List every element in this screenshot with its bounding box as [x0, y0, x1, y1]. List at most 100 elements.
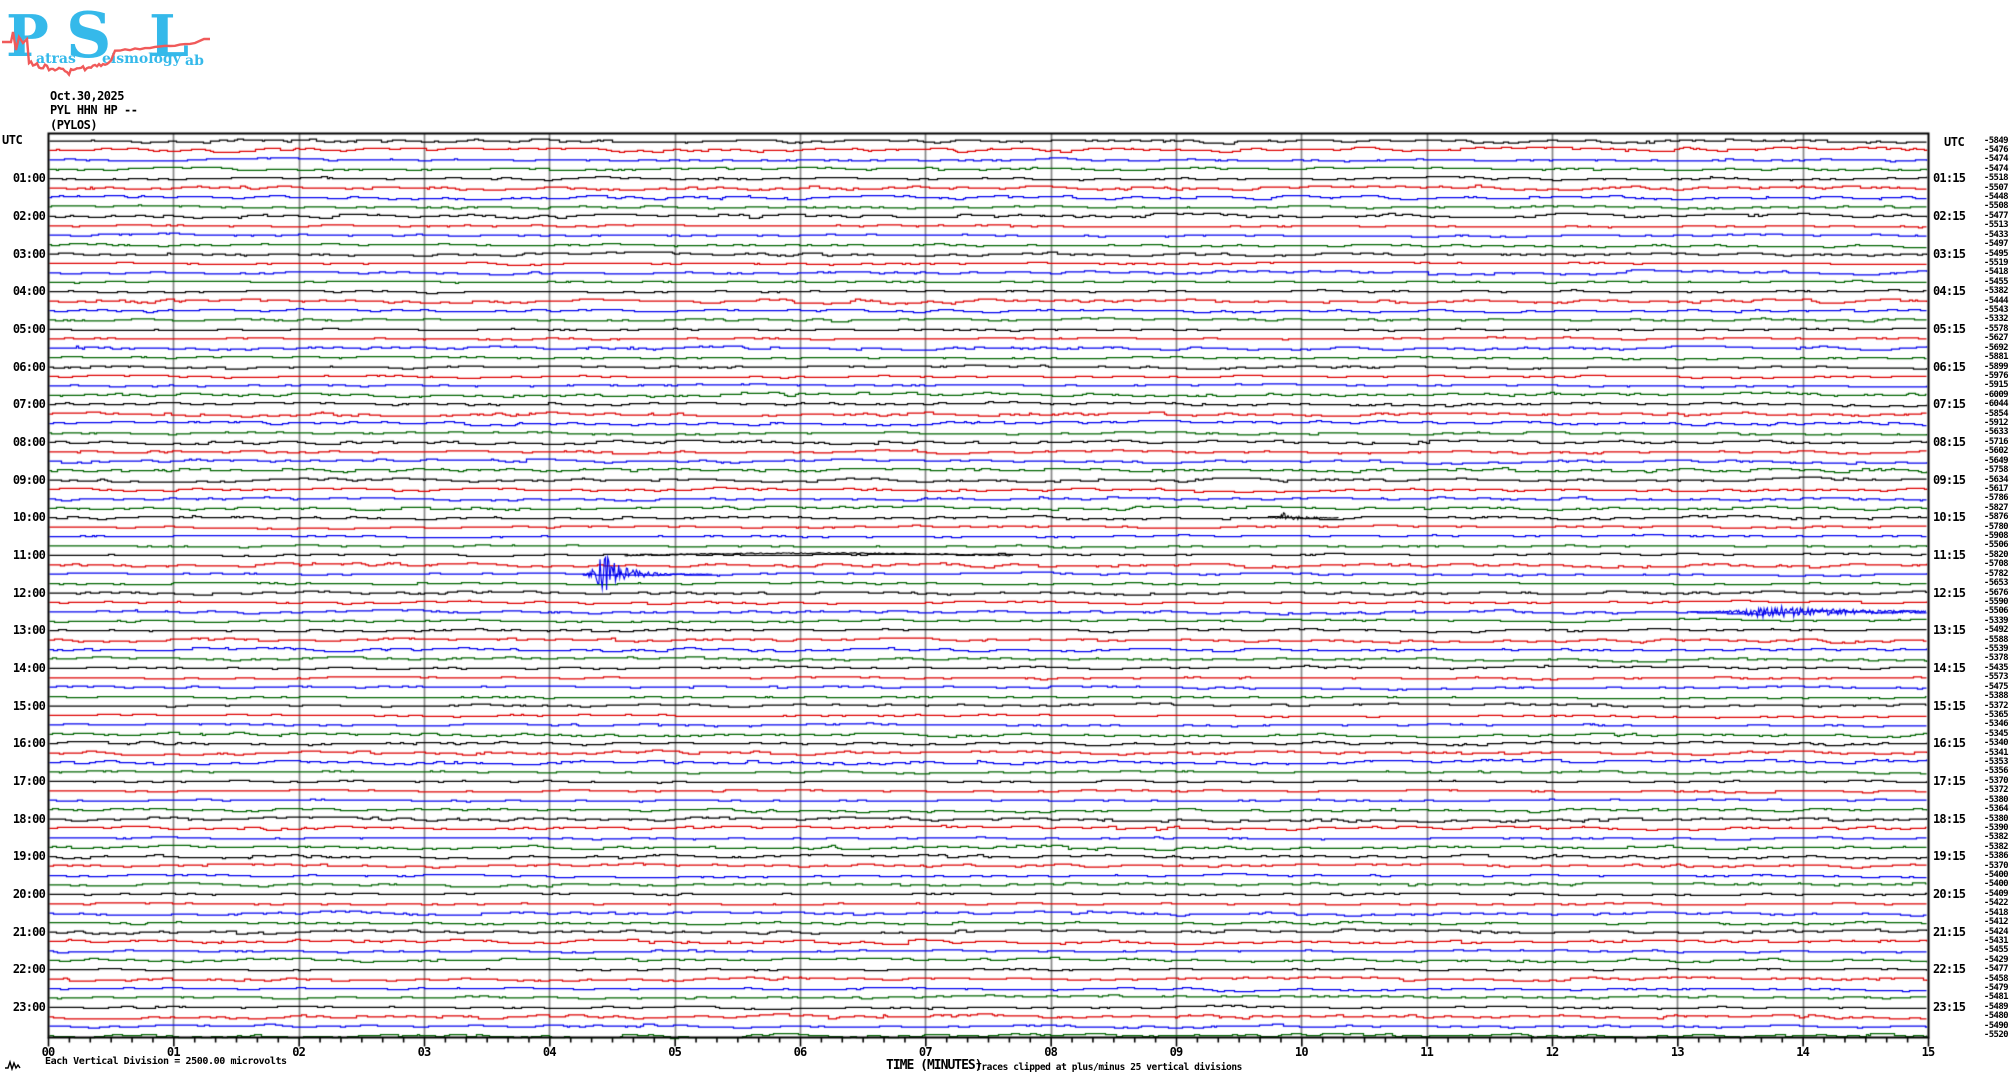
bias-value: -5339 [1983, 615, 2009, 626]
minute-label: 08 [1044, 1045, 1058, 1059]
bias-value: -5409 [1983, 888, 2009, 899]
left-time-label: 10:00 [12, 510, 46, 525]
minute-label: 12 [1545, 1045, 1560, 1059]
bias-value: -5474 [1983, 163, 2009, 174]
bias-value: -5543 [1983, 305, 2009, 316]
left-time-label: 18:00 [12, 811, 46, 826]
bias-value: -5653 [1983, 578, 2009, 589]
bias-value: -5382 [1983, 286, 2009, 297]
right-time-label: 16:15 [1933, 736, 1966, 751]
bias-value: -5633 [1983, 427, 2009, 438]
mini-waveform-icon [5, 1059, 21, 1071]
right-time-label: 01:15 [1933, 171, 1966, 186]
bias-value: -5422 [1983, 898, 2009, 909]
minute-label: 09 [1169, 1045, 1184, 1059]
bias-value: -5475 [1983, 681, 2009, 692]
bias-value: -5429 [1983, 954, 2009, 965]
bias-value: -6044 [1983, 399, 2009, 410]
bias-value: -5346 [1983, 719, 2009, 730]
bias-value: -5382 [1983, 841, 2009, 852]
bias-value: -5716 [1983, 436, 2009, 447]
bias-value: -5506 [1983, 606, 2009, 617]
right-time-label: 03:15 [1933, 246, 1966, 261]
bias-value: -5849 [1983, 135, 2009, 146]
bias-value: -5507 [1983, 182, 2009, 193]
right-time-label: 15:15 [1933, 698, 1966, 713]
minute-label: 06 [793, 1045, 808, 1059]
bias-value: -5588 [1983, 634, 2009, 645]
bias-value: -5444 [1983, 295, 2009, 306]
bias-value: -5455 [1983, 276, 2009, 287]
bias-value: -5692 [1983, 342, 2009, 353]
minute-label: 10 [1294, 1045, 1309, 1059]
bias-value: -5448 [1983, 192, 2009, 203]
bias-value: -5400 [1983, 879, 2009, 890]
minute-label: 03 [417, 1045, 432, 1059]
utc-right-label: UTC [1944, 134, 1965, 149]
right-time-label: 14:15 [1933, 660, 1966, 675]
bias-value: -5627 [1983, 333, 2009, 344]
right-time-label: 06:15 [1933, 359, 1966, 374]
right-time-label: 09:15 [1933, 472, 1966, 487]
bias-value: -5976 [1983, 370, 2009, 381]
right-time-label: 04:15 [1933, 284, 1966, 299]
bias-value: -5418 [1983, 267, 2009, 278]
minute-label: 11 [1420, 1045, 1434, 1059]
utc-left-label: UTC [2, 132, 23, 147]
bias-value: -5780 [1983, 521, 2009, 532]
bias-value: -5617 [1983, 483, 2009, 494]
right-time-label: 22:15 [1933, 962, 1966, 977]
left-time-label: 17:00 [12, 773, 46, 788]
right-time-label: 02:15 [1933, 208, 1966, 223]
bias-value: -5782 [1983, 568, 2009, 579]
bias-value: -5388 [1983, 691, 2009, 702]
minute-label: 15 [1921, 1045, 1936, 1059]
bias-value: -5382 [1983, 832, 2009, 843]
left-time-label: 19:00 [12, 849, 46, 864]
bias-value: -5518 [1983, 173, 2009, 184]
bias-value: -5372 [1983, 785, 2009, 796]
left-time-label: 21:00 [12, 924, 46, 939]
minute-label: 02 [292, 1045, 306, 1059]
bias-value: -5497 [1983, 239, 2009, 250]
left-time-label: 22:00 [12, 962, 46, 977]
bias-value: -5602 [1983, 446, 2009, 457]
bias-value: -5676 [1983, 587, 2009, 598]
bias-value: -5508 [1983, 201, 2009, 212]
left-time-label: 12:00 [12, 585, 46, 600]
right-time-label: 21:15 [1933, 924, 1966, 939]
bias-value: -5758 [1983, 465, 2009, 476]
right-time-label: 23:15 [1933, 999, 1966, 1014]
clip-note: Traces clipped at plus/minus 25 vertical… [976, 1062, 1242, 1073]
left-time-label: 06:00 [12, 359, 46, 374]
minute-label: 14 [1796, 1045, 1810, 1059]
left-time-label: 20:00 [12, 886, 46, 901]
bias-value: -5332 [1983, 314, 2009, 325]
left-time-label: 16:00 [12, 736, 46, 751]
left-time-label: 13:00 [12, 623, 46, 638]
bias-value: -5412 [1983, 917, 2009, 928]
bias-value: -5380 [1983, 794, 2009, 805]
bias-value: -5378 [1983, 653, 2009, 664]
minute-label: 07 [918, 1045, 933, 1059]
scale-note: Each Vertical Division = 2500.00 microvo… [45, 1056, 287, 1067]
bias-value: -5386 [1983, 851, 2009, 862]
time-axis-title: TIME (MINUTES) [886, 1058, 983, 1073]
right-time-label: 10:15 [1933, 510, 1966, 525]
bias-value: -5708 [1983, 559, 2009, 570]
bias-value: -5573 [1983, 672, 2009, 683]
bias-value: -5458 [1983, 973, 2009, 984]
left-time-label: 04:00 [12, 284, 46, 299]
minute-label: 13 [1670, 1045, 1685, 1059]
bias-value: -5649 [1983, 455, 2009, 466]
bias-value: -5477 [1983, 210, 2009, 221]
bias-value: -5370 [1983, 860, 2009, 871]
bias-value: -5854 [1983, 408, 2009, 419]
left-time-label: 07:00 [12, 397, 46, 412]
right-time-label: 20:15 [1933, 886, 1966, 901]
left-time-label: 23:00 [12, 999, 46, 1014]
minute-label: 04 [542, 1045, 557, 1059]
bias-value: -5539 [1983, 644, 2009, 655]
right-time-label: 08:15 [1933, 434, 1966, 449]
